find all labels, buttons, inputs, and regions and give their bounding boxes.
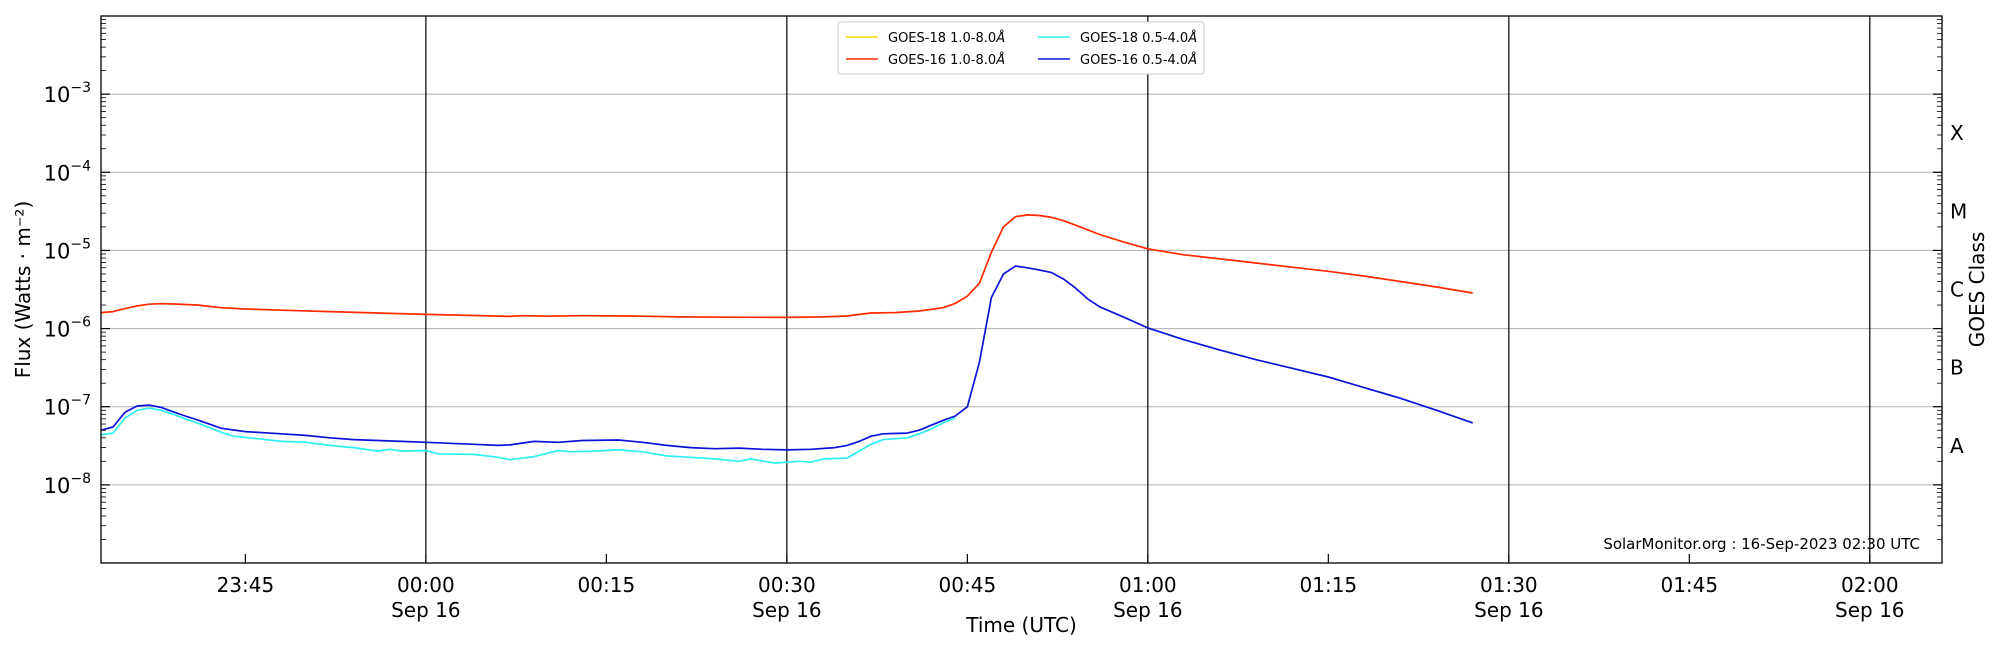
plot-frame	[100, 15, 1943, 564]
x-tick-date-label: Sep 16	[1113, 598, 1183, 622]
legend-label: GOES-16 0.5-4.0Å	[1080, 52, 1197, 68]
x-tick-label: 00:15	[578, 573, 636, 597]
x-tick-label: 00:45	[939, 573, 997, 597]
y-tick-label: 10−4	[44, 158, 91, 185]
x-tick-date-label: Sep 16	[752, 598, 822, 622]
x-tick-label: 23:45	[217, 573, 275, 597]
series-line-goes-16-1-0-8-0	[100, 214, 1473, 319]
legend-label: GOES-16 1.0-8.0Å	[888, 52, 1005, 68]
goes-class-x: X	[1950, 121, 1964, 145]
source-timestamp: SolarMonitor.org : 16-Sep-2023 02:30 UTC	[1603, 535, 1920, 553]
goes-class-m: M	[1950, 199, 1967, 223]
series-line-goes-18-0-5-4-0	[100, 407, 956, 464]
y-axis-ticks: 10−8 10−7 10−6 10−5 10−4 10−3	[44, 19, 1942, 540]
right-axis-title: GOES Class	[1965, 232, 1989, 348]
horizontal-gridlines	[101, 93, 1942, 486]
legend: GOES-18 1.0-8.0Å GOES-18 0.5-4.0Å GOES-16 …	[837, 21, 1205, 75]
legend-label: GOES-18 1.0-8.0Å	[888, 30, 1005, 46]
goes-class-b: B	[1950, 356, 1964, 380]
y-tick-label: 10−3	[44, 80, 91, 107]
x-tick-date-label: Sep 16	[1835, 598, 1905, 622]
x-tick-label: 01:45	[1660, 573, 1718, 597]
y-tick-label: 10−7	[44, 393, 91, 420]
x-tick-label: 01:00	[1119, 573, 1177, 597]
x-tick-label: 00:30	[758, 573, 816, 597]
y-axis-title: Flux (Watts · m⁻²)	[11, 201, 35, 379]
x-tick-label: 00:00	[397, 573, 455, 597]
x-axis-title: Time (UTC)	[965, 613, 1077, 637]
y-tick-label: 10−5	[44, 236, 91, 263]
x-tick-date-label: Sep 16	[1474, 598, 1544, 622]
flux-series-lines	[100, 214, 1473, 464]
x-tick-label: 01:30	[1480, 573, 1538, 597]
goes-class-c: C	[1950, 278, 1964, 302]
x-tick-date-label: Sep 16	[391, 598, 461, 622]
legend-label: GOES-18 0.5-4.0Å	[1080, 30, 1197, 46]
y-tick-label: 10−6	[44, 315, 91, 342]
x-tick-label: 01:15	[1300, 573, 1358, 597]
y-tick-label: 10−8	[44, 471, 91, 498]
series-line-goes-16-0-5-4-0	[100, 265, 1473, 451]
legend-box	[837, 21, 1205, 75]
x-tick-label: 02:00	[1841, 573, 1899, 597]
goes-class-labels: A B C M X	[1950, 121, 1967, 458]
half-hour-vertical-lines	[425, 16, 1871, 563]
goes-class-a: A	[1950, 434, 1964, 458]
